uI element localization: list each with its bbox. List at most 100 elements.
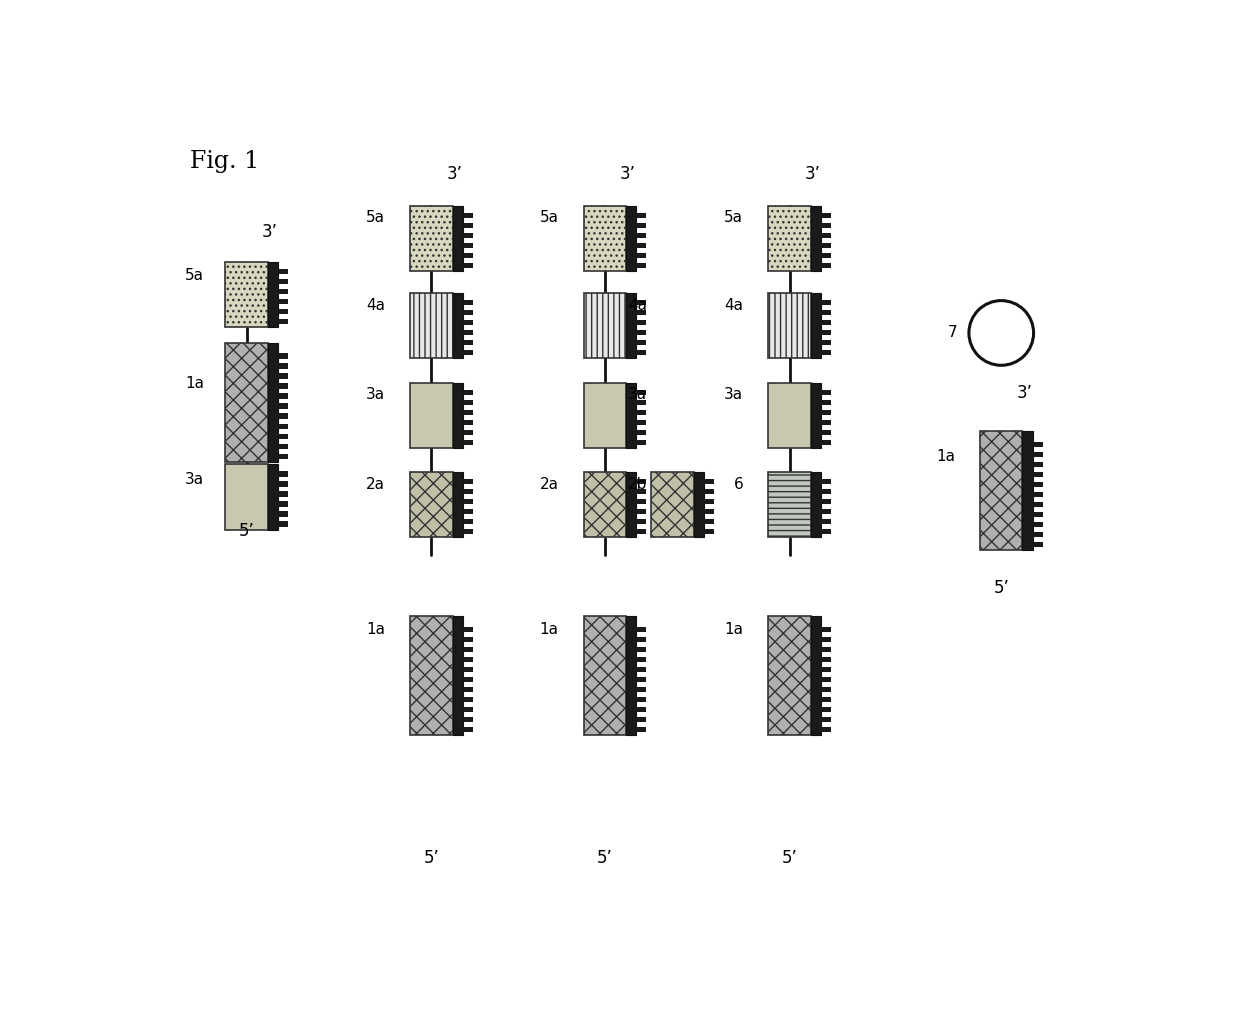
Bar — [704, 529, 714, 534]
Bar — [278, 453, 288, 459]
Bar — [626, 383, 636, 448]
Bar — [463, 349, 472, 355]
Text: 3’: 3’ — [805, 165, 821, 183]
Bar — [584, 205, 626, 271]
Bar — [226, 262, 268, 327]
Bar — [821, 439, 831, 445]
Bar — [278, 299, 288, 304]
Bar — [636, 479, 646, 485]
Bar — [821, 410, 831, 415]
Bar — [821, 627, 831, 632]
Bar — [268, 342, 278, 462]
Bar — [636, 222, 646, 228]
Bar — [463, 687, 472, 692]
Bar — [821, 329, 831, 335]
Bar — [821, 319, 831, 325]
Bar — [463, 717, 472, 722]
Bar — [463, 309, 472, 315]
Bar — [821, 429, 831, 435]
Bar — [769, 293, 811, 358]
Bar — [463, 319, 472, 325]
Bar — [636, 212, 646, 218]
Bar — [821, 309, 831, 315]
Bar — [453, 472, 463, 537]
Bar — [636, 252, 646, 258]
Bar — [278, 433, 288, 439]
Bar — [636, 627, 646, 632]
Bar — [1023, 431, 1033, 550]
Bar — [278, 374, 288, 379]
Bar — [463, 519, 472, 524]
Bar — [821, 263, 831, 268]
Bar — [1033, 452, 1043, 458]
Bar — [651, 472, 693, 537]
Text: 2a: 2a — [539, 477, 558, 492]
Bar — [463, 697, 472, 702]
Bar — [636, 410, 646, 415]
Bar — [278, 501, 288, 507]
Bar — [636, 329, 646, 335]
Bar — [626, 616, 636, 735]
Bar — [453, 616, 463, 735]
Bar — [463, 400, 472, 405]
Bar — [463, 429, 472, 435]
Text: 3’: 3’ — [620, 165, 636, 183]
Bar — [463, 727, 472, 732]
Bar — [626, 472, 636, 537]
Bar — [278, 354, 288, 359]
Bar — [1033, 442, 1043, 447]
Text: 5’: 5’ — [424, 848, 439, 867]
Bar — [636, 309, 646, 315]
Text: 5’: 5’ — [993, 580, 1009, 597]
Text: 3’: 3’ — [1017, 384, 1033, 402]
Text: 5’: 5’ — [596, 848, 613, 867]
Bar — [636, 232, 646, 238]
Bar — [626, 293, 636, 358]
Text: 6: 6 — [734, 477, 743, 492]
Bar — [278, 394, 288, 399]
Bar — [463, 656, 472, 663]
Bar — [278, 443, 288, 448]
Bar — [1033, 532, 1043, 537]
Bar — [463, 232, 472, 238]
Bar — [278, 403, 288, 409]
Bar — [278, 472, 288, 477]
Bar — [463, 242, 472, 247]
Text: 2a: 2a — [366, 477, 386, 492]
Bar — [1033, 472, 1043, 478]
Bar — [821, 419, 831, 425]
Text: 3’: 3’ — [262, 222, 278, 240]
Bar — [584, 293, 626, 358]
Bar — [821, 636, 831, 642]
Text: 5’: 5’ — [239, 521, 254, 539]
Bar — [278, 413, 288, 419]
Bar — [584, 616, 626, 735]
Bar — [1033, 492, 1043, 497]
Bar — [278, 269, 288, 274]
Bar — [636, 489, 646, 494]
Bar — [821, 232, 831, 238]
Bar — [769, 616, 811, 735]
Bar — [636, 499, 646, 504]
Bar — [278, 279, 288, 284]
Bar — [636, 319, 646, 325]
Bar — [704, 509, 714, 514]
Bar — [821, 349, 831, 355]
Bar — [704, 489, 714, 494]
Text: 1a: 1a — [185, 376, 205, 391]
Bar — [278, 364, 288, 369]
Bar — [769, 472, 811, 537]
Bar — [811, 383, 821, 448]
Bar — [463, 489, 472, 494]
Bar — [636, 687, 646, 692]
Bar — [463, 627, 472, 632]
Bar — [636, 667, 646, 673]
Bar — [636, 636, 646, 642]
Bar — [821, 727, 831, 732]
Text: 1a: 1a — [366, 622, 386, 637]
Bar — [463, 677, 472, 682]
Text: 3a: 3a — [185, 472, 205, 487]
Bar — [268, 262, 278, 327]
Bar — [769, 383, 811, 448]
Bar — [463, 390, 472, 395]
